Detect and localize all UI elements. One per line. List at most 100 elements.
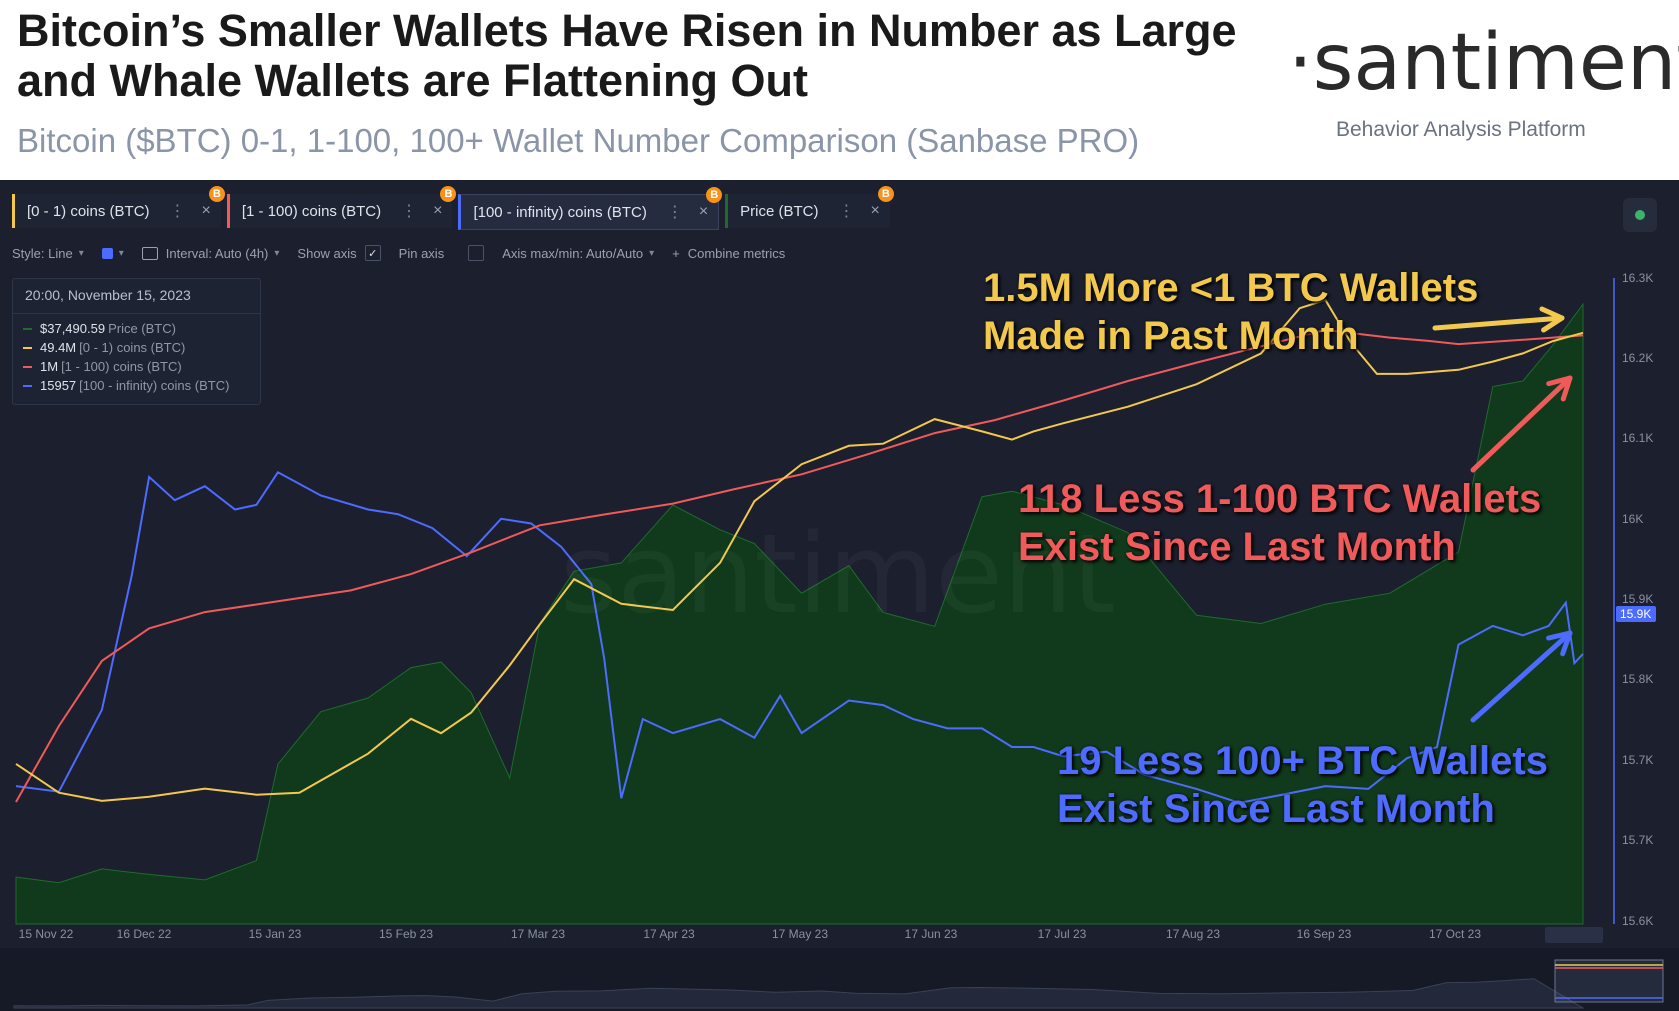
tooltip-row-whale: 15957 [100 - infinity) coins (BTC) xyxy=(23,378,229,393)
x-tick-label: 15 Feb 23 xyxy=(379,927,433,941)
tab-label: Price (BTC) xyxy=(740,202,819,220)
arrow-whale-shaft xyxy=(1470,630,1573,723)
x-tick-label: 17 May 23 xyxy=(772,927,828,941)
checkbox-icon[interactable] xyxy=(468,245,485,261)
chart-tooltip: 20:00, November 15, 2023 $37,490.59 Price… xyxy=(12,278,261,405)
annotation-line: Exist Since Last Month xyxy=(1057,787,1495,831)
bitcoin-icon: B xyxy=(877,186,894,202)
combine-metrics-button[interactable]: + Combine metrics xyxy=(672,246,785,261)
more-options-icon[interactable]: ⋮ xyxy=(169,203,186,220)
tab-label: [100 - infinity) coins (BTC) xyxy=(473,203,647,221)
tooltip-row-mid: 1M [1 - 100) coins (BTC) xyxy=(23,359,182,374)
y-tick-label: 16.1K xyxy=(1622,431,1653,445)
x-tick-label: 17 Aug 23 xyxy=(1166,927,1220,941)
x-tick-label: 17 Apr 23 xyxy=(643,927,695,941)
y-tick-label: 16.2K xyxy=(1622,351,1653,365)
arrow-whale-head xyxy=(1546,630,1573,657)
tab-mid-wallets[interactable]: [1 - 100) coins (BTC) ⋮ × B xyxy=(226,186,457,228)
tab-label: [0 - 1) coins (BTC) xyxy=(27,202,150,220)
bitcoin-icon: B xyxy=(440,186,457,202)
y-tick-label: 15.7K xyxy=(1622,753,1653,767)
tab-small-wallets[interactable]: [0 - 1) coins (BTC) ⋮ × B xyxy=(12,186,225,228)
annotation-line: Made in Past Month xyxy=(983,314,1359,358)
legend-swatch xyxy=(23,327,32,330)
tooltip-row-small: 49.4M [0 - 1) coins (BTC) xyxy=(23,340,185,355)
close-icon[interactable]: × xyxy=(433,202,443,219)
tab-whale-wallets[interactable]: [100 - infinity) coins (BTC) ⋮ × B xyxy=(458,187,723,230)
annotation-small-wallets: 1.5M More <1 BTC Wallets Made in Past Mo… xyxy=(983,264,1478,360)
bitcoin-icon: B xyxy=(208,186,225,202)
y-tick-label: 16K xyxy=(1622,512,1643,526)
chart-panel: 16.3K 16.2K 16.1K 16K 15.9K 15.8K 15.7K 15.7K 15… xyxy=(0,180,1679,1011)
chart-canvas[interactable]: 16.3K 16.2K 16.1K 16K 15.9K 15.8K 15.7K 15.7K 15… xyxy=(0,180,1679,1011)
more-options-icon[interactable]: ⋮ xyxy=(666,204,683,221)
close-icon[interactable]: × xyxy=(698,203,709,220)
tab-price[interactable]: Price (BTC) ⋮ × B xyxy=(725,186,894,228)
series-line-mid xyxy=(15,328,1584,803)
style-dropdown[interactable]: Style: Line ▾ xyxy=(12,246,84,261)
combine-label: Combine metrics xyxy=(687,245,786,261)
tooltip-date: 20:00, November 15, 2023 xyxy=(25,287,191,303)
x-tick-label: 15 Jan 23 xyxy=(249,927,302,941)
logo-tagline: Behavior Analysis Platform xyxy=(1336,118,1586,141)
y-tick-label: 15.7K xyxy=(1622,833,1653,847)
close-icon[interactable]: × xyxy=(201,202,211,219)
style-label: Style: Line xyxy=(12,245,73,261)
x-tick-label: 15 Nov 22 xyxy=(19,927,74,941)
x-tick-label: 16 Sep 23 xyxy=(1297,927,1352,941)
y-tick-label: 15.9K xyxy=(1622,592,1653,606)
y-tick-label: 15.6K xyxy=(1622,914,1653,928)
tooltip-series-name: Price (BTC) xyxy=(108,321,176,336)
tooltip-value: 15957 xyxy=(40,378,77,393)
checkbox-checked-icon[interactable]: ✓ xyxy=(364,245,381,261)
interval-label: Interval: Auto (4h) xyxy=(165,245,269,261)
arrow-mid-shaft xyxy=(1470,375,1573,473)
legend-swatch xyxy=(23,384,32,387)
show-axis-toggle[interactable]: Show axis ✓ xyxy=(297,245,381,261)
series-price-area xyxy=(15,302,1584,925)
close-icon[interactable]: × xyxy=(870,202,880,219)
current-value-label: 15.9K xyxy=(1620,607,1651,621)
santiment-logo: ·santiment· xyxy=(1288,18,1679,108)
interval-dropdown[interactable]: Interval: Auto (4h) ▾ xyxy=(141,245,280,261)
tooltip-series-name: [100 - infinity) coins (BTC) xyxy=(79,378,230,393)
x-current-badge xyxy=(1545,927,1603,943)
x-tick-label: 17 Jul 23 xyxy=(1038,927,1087,941)
show-axis-label: Show axis xyxy=(297,245,357,261)
plus-icon: + xyxy=(672,245,680,261)
tooltip-value: 1M xyxy=(40,359,59,374)
tooltip-value: $37,490.59 xyxy=(40,321,106,336)
metric-tabs: [0 - 1) coins (BTC) ⋮ × B [1 - 100) coin… xyxy=(12,186,896,230)
tab-label: [1 - 100) coins (BTC) xyxy=(241,202,382,220)
arrow-small-shaft xyxy=(1432,315,1565,331)
chevron-down-icon: ▾ xyxy=(649,247,655,259)
chart-toolbar: Style: Line ▾ ▾ Interval: Auto (4h) ▾ Show… xyxy=(12,242,803,264)
series-line-whale xyxy=(15,470,1584,804)
chart-title: Bitcoin’s Smaller Wallets Have Risen in … xyxy=(17,5,1237,106)
chevron-down-icon: ▾ xyxy=(274,247,280,259)
axis-minmax-label: Axis max/min: Auto/Auto xyxy=(502,245,644,261)
navigator-selection xyxy=(1554,959,1664,1003)
tooltip-row-price: $37,490.59 Price (BTC) xyxy=(23,321,176,336)
color-picker[interactable]: ▾ xyxy=(101,247,124,259)
divider xyxy=(13,313,260,314)
legend-swatch xyxy=(23,365,32,368)
arrow-mid-head xyxy=(1546,375,1573,402)
tooltip-series-name: [1 - 100) coins (BTC) xyxy=(61,359,182,374)
x-tick-label: 16 Dec 22 xyxy=(117,927,172,941)
calendar-icon xyxy=(141,246,158,260)
more-options-icon[interactable]: ⋮ xyxy=(401,203,418,220)
annotation-line: 1.5M More <1 BTC Wallets xyxy=(983,266,1479,310)
annotation-line: 19 Less 100+ BTC Wallets xyxy=(1057,739,1548,783)
y-tick-label: 15.8K xyxy=(1622,672,1653,686)
live-status-icon[interactable] xyxy=(1623,198,1657,232)
arrow-small-head xyxy=(1539,306,1565,333)
y-tick-label: 16.3K xyxy=(1622,271,1653,285)
x-tick-label: 17 Mar 23 xyxy=(511,927,565,941)
more-options-icon[interactable]: ⋮ xyxy=(838,203,855,220)
tooltip-series-name: [0 - 1) coins (BTC) xyxy=(79,340,186,355)
axis-minmax-dropdown[interactable]: Axis max/min: Auto/Auto ▾ xyxy=(502,246,654,261)
pin-axis-toggle[interactable]: Pin axis xyxy=(399,245,485,261)
chart-subtitle: Bitcoin ($BTC) 0-1, 1-100, 100+ Wallet N… xyxy=(17,122,1140,159)
chevron-down-icon: ▾ xyxy=(78,247,84,259)
